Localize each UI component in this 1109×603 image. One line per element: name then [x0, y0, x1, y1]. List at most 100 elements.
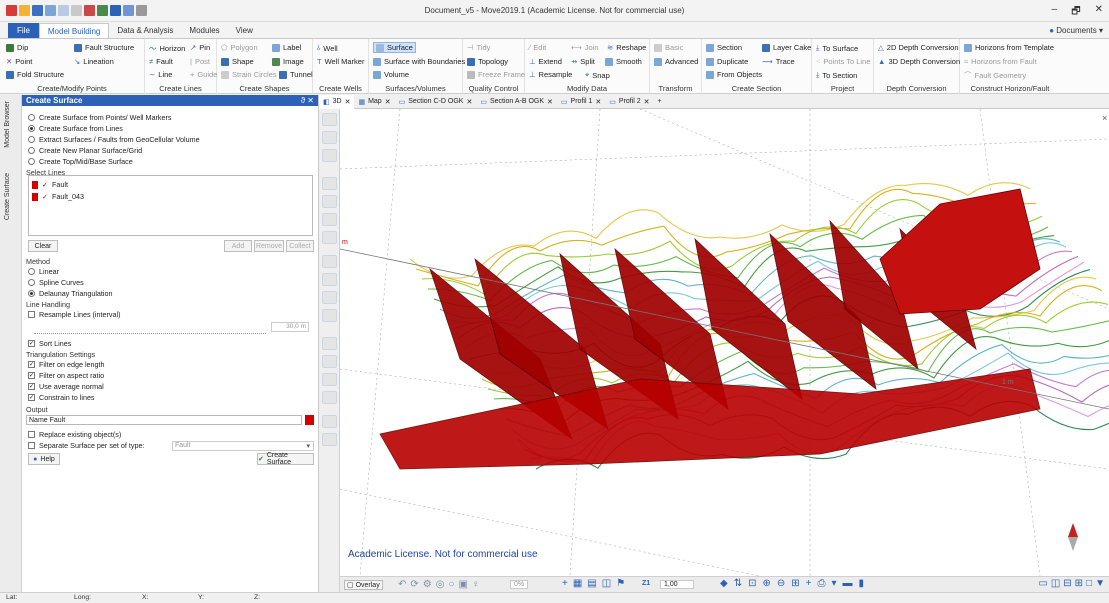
zoom-box-icon[interactable]: ⊡ — [748, 578, 757, 589]
select-tool-icon[interactable] — [322, 113, 337, 126]
extend-button[interactable]: ⊥ Extend — [529, 57, 562, 66]
tab-model-building[interactable]: Model Building — [38, 23, 110, 38]
chart-icon[interactable]: ◫ — [601, 578, 612, 589]
layout-grid-icon[interactable]: ⊞ — [1074, 578, 1084, 589]
tab-profil-2[interactable]: ▭ Profil 2 ✕ — [605, 95, 653, 109]
help-button[interactable]: ● Help — [28, 453, 60, 465]
save-icon[interactable] — [32, 5, 43, 16]
image-button[interactable]: Image — [272, 57, 304, 66]
rotate-tool-icon[interactable] — [322, 131, 337, 144]
tab-profil-1[interactable]: ▭ Profil 1 ✕ — [557, 95, 605, 109]
tidy-button[interactable]: ⊣ Tidy — [467, 43, 490, 52]
box-tool-icon[interactable] — [322, 291, 337, 304]
fold-structure-button[interactable]: Fold Structure — [6, 70, 64, 79]
layout-window-icon[interactable]: □ — [1086, 578, 1093, 589]
collapse-icon[interactable]: ▼ — [1095, 578, 1105, 589]
3d-viewport[interactable]: m 1 m × Academic License. Not for commer… — [340, 109, 1109, 576]
mode-planar[interactable]: Create New Planar Surface/Grid — [28, 146, 142, 155]
add-tab-button[interactable]: + — [657, 98, 662, 105]
well-button[interactable]: ⫰ Well — [317, 43, 338, 53]
resample-slider[interactable] — [34, 325, 266, 334]
resample-value[interactable]: 30,0 m — [271, 322, 309, 332]
panel-controls[interactable]: ϑ ✕ — [300, 96, 314, 105]
undo-icon[interactable] — [45, 5, 56, 16]
pin-button[interactable]: ↗ Pin — [190, 43, 210, 52]
add-button[interactable]: Add — [224, 240, 252, 252]
name-field[interactable]: Name Fault — [26, 415, 302, 425]
lineation-button[interactable]: ↘ Lineation — [74, 57, 114, 66]
method-delaunay[interactable]: Delaunay Triangulation — [28, 289, 113, 298]
eye-tool-icon[interactable] — [322, 373, 337, 386]
documents-menu[interactable]: ● Documents ▾ — [1049, 26, 1103, 35]
restore-icon[interactable]: 🗗 — [1071, 6, 1081, 17]
topology-button[interactable]: Topology — [467, 57, 508, 66]
horizon-button[interactable]: 〜 Horizon — [149, 43, 185, 54]
tab-data-analysis[interactable]: Data & Analysis — [117, 26, 174, 35]
percent-field[interactable]: 0% — [510, 580, 529, 589]
overlay-button[interactable]: ▢ Overlay — [344, 580, 383, 590]
legend-icon[interactable]: ▮ — [858, 578, 865, 589]
settings-icon[interactable] — [136, 5, 147, 16]
layout-icon[interactable] — [110, 5, 121, 16]
sort-lines-checkbox[interactable]: ✓ Sort Lines — [28, 339, 71, 348]
volume-button[interactable]: Volume — [373, 70, 409, 79]
create-surface-button[interactable]: ✔ Create Surface — [257, 452, 314, 466]
tri-option[interactable]: ✓ Filter on aspect ratio — [28, 371, 104, 380]
layer-cake-button[interactable]: Layer Cake — [762, 43, 811, 52]
snap-button[interactable]: ⌖ Snap — [585, 70, 610, 80]
lines-list[interactable]: ✓ Fault ✓ Fault_043 — [28, 175, 313, 236]
clear-button[interactable]: Clear — [28, 240, 58, 252]
tri-option[interactable]: ✓ Filter on edge length — [28, 360, 105, 369]
horizons-fault-button[interactable]: ≈ Horizons from Fault — [964, 57, 1037, 66]
depth-2d-button[interactable]: △ 2D Depth Conversion — [878, 43, 959, 52]
add-view-icon[interactable]: + — [805, 578, 812, 589]
layout-split-icon[interactable]: ◫ — [1050, 578, 1061, 589]
well-marker-button[interactable]: T Well Marker — [317, 57, 364, 66]
surface-boundaries-button[interactable]: Surface with Boundaries — [373, 57, 465, 66]
axis-icon[interactable]: ⇅ — [733, 578, 743, 589]
gear-icon[interactable]: ⚙ — [422, 579, 432, 590]
flag-icon[interactable]: ⚑ — [616, 578, 626, 589]
refresh-icon[interactable]: ⟳ — [410, 579, 419, 590]
list-item[interactable]: ✓ Fault — [32, 180, 68, 189]
horizons-template-button[interactable]: Horizons from Template — [964, 43, 1054, 52]
split-button[interactable]: ⇸ Split — [571, 57, 595, 66]
filter-icon[interactable]: ▾ — [831, 578, 837, 589]
measure-tool-icon[interactable] — [322, 231, 337, 244]
pan-tool-icon[interactable] — [322, 149, 337, 162]
label-button[interactable]: Label — [272, 43, 301, 52]
shade-tool-icon[interactable] — [322, 355, 337, 368]
zoom-tool-icon[interactable] — [322, 255, 337, 268]
edit-button[interactable]: ∕ Edit — [529, 43, 546, 52]
mode-top-mid-base[interactable]: Create Top/Mid/Base Surface — [28, 157, 133, 166]
target-icon[interactable]: ◎ — [435, 579, 445, 590]
mode-points[interactable]: Create Surface from Points/ Well Markers — [28, 113, 171, 122]
tab-section-ab[interactable]: ▭ Section A-B OGK ✕ — [476, 95, 557, 109]
redo-icon[interactable] — [58, 5, 69, 16]
to-surface-button[interactable]: ⤓ To Surface — [816, 43, 858, 53]
basic-button[interactable]: Basic — [654, 43, 683, 52]
from-objects-button[interactable]: From Objects — [706, 70, 762, 79]
resample-checkbox[interactable]: Resample Lines (interval) — [28, 310, 121, 319]
zoom-out-icon[interactable]: ⊖ — [776, 578, 786, 589]
close-icon[interactable]: ✕ — [384, 98, 391, 106]
close-icon[interactable]: ✕ — [1094, 4, 1103, 15]
close-icon[interactable]: ✕ — [344, 98, 351, 106]
model-browser-tab[interactable]: Model Browser — [4, 101, 11, 148]
freeze-frame-button[interactable]: Freeze Frame — [467, 70, 525, 79]
smooth-button[interactable]: Smooth — [605, 57, 642, 66]
grid-icon[interactable]: ▦ — [572, 578, 583, 589]
image-icon[interactable]: ▣ — [458, 579, 468, 590]
method-linear[interactable]: Linear — [28, 267, 59, 276]
close-icon[interactable]: ✕ — [595, 98, 602, 106]
method-spline[interactable]: Spline Curves — [28, 278, 84, 287]
minimize-icon[interactable]: ‒ — [1051, 4, 1058, 15]
mode-extract[interactable]: Extract Surfaces / Faults from GeoCellul… — [28, 135, 200, 144]
tri-option[interactable]: ✓ Use average normal — [28, 382, 104, 391]
points-to-line-button[interactable]: ⁖ Points To Line — [816, 57, 870, 66]
table-icon[interactable]: ▤ — [587, 578, 597, 589]
zoom-fit-icon[interactable]: ⊞ — [791, 578, 800, 589]
tab-view[interactable]: View — [235, 26, 253, 35]
slice-tool-icon[interactable] — [322, 309, 337, 322]
pick-tool-icon[interactable] — [322, 177, 337, 190]
